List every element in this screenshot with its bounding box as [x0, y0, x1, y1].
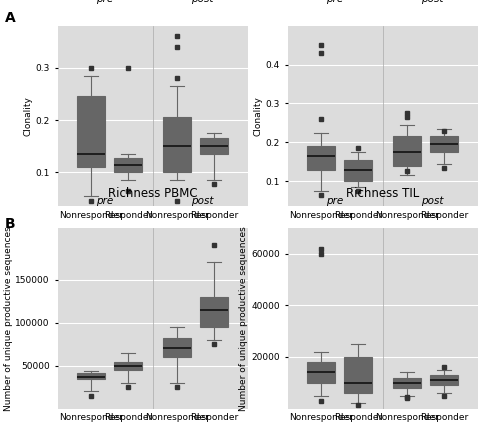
PathPatch shape: [344, 357, 372, 393]
PathPatch shape: [430, 375, 458, 385]
PathPatch shape: [200, 297, 228, 327]
Y-axis label: Number of unique productive sequences: Number of unique productive sequences: [4, 226, 13, 411]
Text: B: B: [5, 217, 15, 231]
PathPatch shape: [162, 117, 190, 172]
Text: A: A: [5, 11, 16, 25]
Text: pre: pre: [96, 196, 114, 206]
PathPatch shape: [430, 136, 458, 152]
PathPatch shape: [344, 160, 372, 181]
PathPatch shape: [77, 96, 105, 167]
Text: post: post: [190, 196, 213, 206]
PathPatch shape: [392, 136, 420, 166]
Text: pre: pre: [326, 0, 344, 4]
Text: pre: pre: [96, 0, 114, 4]
Text: post: post: [420, 0, 443, 4]
PathPatch shape: [77, 373, 105, 379]
PathPatch shape: [307, 146, 335, 169]
Text: post: post: [190, 0, 213, 4]
PathPatch shape: [392, 378, 420, 388]
PathPatch shape: [162, 338, 190, 357]
Y-axis label: Number of unique productive sequences: Number of unique productive sequences: [240, 226, 248, 411]
PathPatch shape: [114, 362, 142, 370]
Text: pre: pre: [326, 196, 344, 206]
Title: Richness TIL: Richness TIL: [346, 187, 419, 200]
PathPatch shape: [114, 158, 142, 172]
PathPatch shape: [200, 138, 228, 154]
PathPatch shape: [307, 362, 335, 383]
Text: post: post: [420, 196, 443, 206]
Y-axis label: Clonality: Clonality: [24, 96, 32, 136]
Y-axis label: Clonality: Clonality: [254, 96, 262, 136]
Title: Richness PBMC: Richness PBMC: [108, 187, 198, 200]
